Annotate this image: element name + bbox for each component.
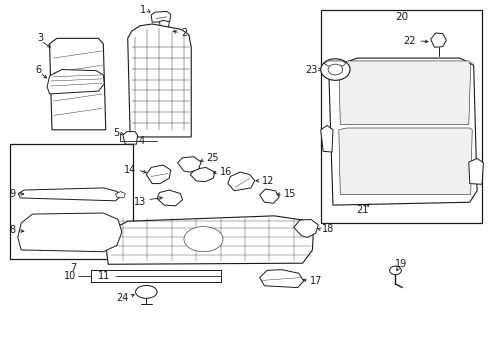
Text: 5: 5 — [113, 128, 119, 138]
Polygon shape — [324, 61, 345, 66]
Polygon shape — [339, 61, 471, 125]
Text: 19: 19 — [395, 259, 408, 269]
Text: 21: 21 — [356, 206, 368, 216]
Polygon shape — [18, 213, 122, 252]
Text: 11: 11 — [98, 271, 111, 281]
Polygon shape — [294, 220, 318, 237]
Text: 12: 12 — [262, 176, 274, 186]
Polygon shape — [431, 33, 446, 47]
Text: 10: 10 — [64, 271, 76, 281]
Ellipse shape — [328, 64, 343, 75]
Polygon shape — [321, 126, 333, 152]
Text: 7: 7 — [70, 263, 76, 273]
Text: 8: 8 — [9, 225, 15, 235]
Text: 6: 6 — [36, 64, 42, 75]
Text: 13: 13 — [134, 197, 147, 207]
Text: 1: 1 — [140, 5, 147, 15]
Polygon shape — [228, 172, 255, 191]
Text: 14: 14 — [124, 165, 137, 175]
Bar — [321, 10, 482, 223]
Text: 20: 20 — [395, 12, 408, 22]
Polygon shape — [339, 128, 472, 194]
Ellipse shape — [136, 285, 157, 298]
Polygon shape — [147, 165, 171, 184]
Polygon shape — [159, 21, 169, 33]
Text: 4: 4 — [138, 136, 145, 146]
Polygon shape — [49, 39, 106, 130]
Text: 25: 25 — [206, 153, 219, 163]
Polygon shape — [157, 190, 182, 206]
Ellipse shape — [321, 59, 350, 80]
Polygon shape — [260, 189, 279, 203]
Polygon shape — [123, 132, 138, 144]
Polygon shape — [329, 58, 477, 205]
Polygon shape — [177, 157, 201, 172]
Polygon shape — [128, 24, 191, 137]
Text: 15: 15 — [284, 189, 296, 199]
Text: 24: 24 — [116, 293, 129, 303]
Text: 2: 2 — [181, 28, 188, 38]
Text: 22: 22 — [403, 36, 416, 46]
Polygon shape — [151, 12, 171, 22]
Bar — [10, 144, 133, 259]
Text: 9: 9 — [9, 189, 15, 199]
Polygon shape — [190, 167, 215, 182]
Text: 23: 23 — [305, 64, 318, 75]
Ellipse shape — [390, 266, 401, 275]
Text: 16: 16 — [220, 167, 232, 177]
Polygon shape — [116, 192, 125, 198]
Ellipse shape — [184, 226, 223, 252]
Polygon shape — [47, 69, 104, 94]
Text: 3: 3 — [38, 33, 44, 43]
Text: 17: 17 — [310, 276, 322, 286]
Polygon shape — [18, 188, 121, 201]
Polygon shape — [469, 158, 484, 184]
Text: 18: 18 — [322, 225, 335, 234]
Polygon shape — [106, 216, 314, 264]
Polygon shape — [260, 270, 304, 288]
